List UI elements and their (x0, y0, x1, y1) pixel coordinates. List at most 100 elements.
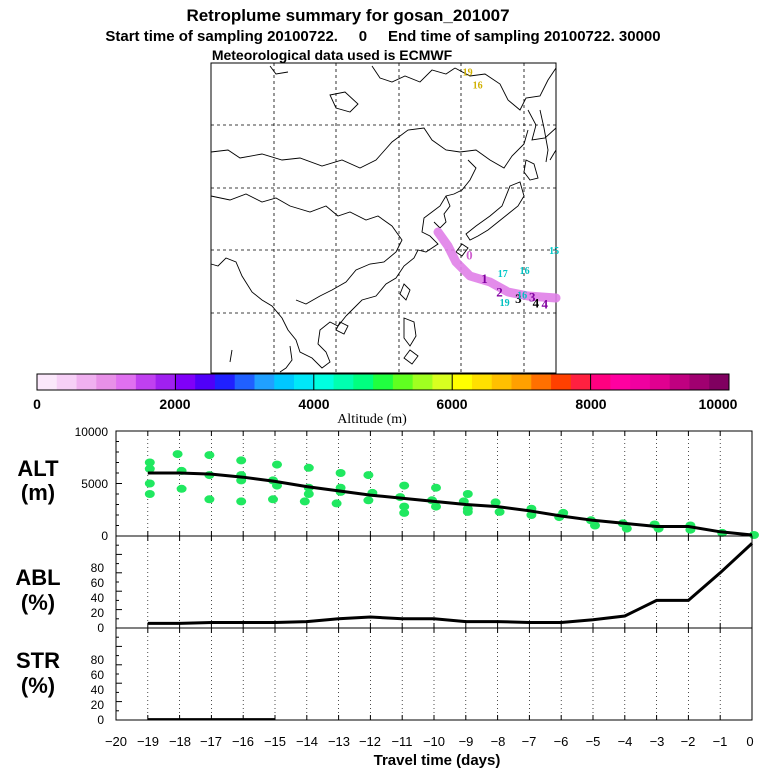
alt-scatter-point (431, 502, 441, 511)
abl-line (147, 542, 754, 625)
map-frame (210, 62, 557, 374)
map-day-label: 1 (481, 271, 488, 286)
colorbar-cell (511, 374, 532, 390)
x-tick-label: −14 (296, 734, 318, 749)
alt-scatter-point (299, 497, 310, 506)
str-y-tick-label: 0 (97, 713, 104, 727)
map-day-label: 19 (500, 298, 510, 309)
x-tick-label: −6 (554, 734, 569, 749)
x-axis-label: Travel time (days) (374, 752, 501, 768)
map-day-label: 16 (520, 266, 530, 277)
abl-y-tick-label: 60 (91, 576, 105, 590)
x-tick-label: −17 (200, 734, 222, 749)
str-panel-unit: (%) (21, 673, 55, 698)
x-tick-label: −10 (423, 734, 445, 749)
alt-scatter-point (335, 469, 346, 477)
x-tick-label: −12 (359, 734, 381, 749)
alt-scatter-point (236, 497, 247, 506)
abl-y-tick-label: 0 (97, 621, 104, 635)
alt-scatter-point (399, 508, 410, 517)
alt-mean-line (147, 471, 753, 537)
alt-scatter-point (272, 460, 282, 469)
alt-scatter-point (462, 490, 473, 498)
colorbar-cell (116, 374, 137, 390)
alt-scatter-point (144, 479, 155, 488)
abl-y-tick-label: 80 (91, 561, 105, 575)
colorbar-cell (491, 374, 512, 390)
colorbar-cell (669, 374, 690, 390)
colorbar-cell (195, 374, 216, 390)
alt-panel-title: ALT (17, 456, 59, 481)
alt-scatter-point (490, 498, 501, 507)
plume-track (433, 227, 561, 303)
x-tick-label: −15 (264, 734, 286, 749)
colorbar-cell (274, 374, 295, 390)
abl-y-tick-label: 40 (91, 591, 105, 605)
x-tick-label: −19 (137, 734, 159, 749)
colorbar-cell (531, 374, 552, 390)
x-tick-label: −4 (618, 734, 633, 749)
x-tick-label: −16 (232, 734, 254, 749)
x-tick-label: −9 (459, 734, 474, 749)
colorbar-cell (76, 374, 97, 390)
colorbar-cell (214, 374, 236, 390)
map-day-label: 17 (498, 269, 508, 280)
map-day-label: 4 (533, 295, 540, 310)
map-day-label: 2 (496, 285, 503, 300)
met-data-line: Meteorological data used is ECMWF (212, 47, 453, 63)
colorbar-cell (590, 374, 611, 390)
alt-scatter-point (399, 481, 410, 490)
map-day-label: 0 (466, 248, 473, 263)
colorbar-cell (471, 374, 493, 390)
x-tick-label: −11 (391, 734, 412, 749)
x-tick-label: −18 (169, 734, 191, 749)
sampling-time-line: Start time of sampling 20100722. 0 End t… (105, 28, 660, 45)
colorbar-ticks (174, 374, 592, 390)
colorbar-cell (373, 374, 394, 390)
alt-scatter-point (144, 490, 155, 498)
x-tick-label: −3 (650, 734, 665, 749)
altitude-colorbar: 0 2000 4000 6000 8000 10000 Altitude (m) (33, 373, 738, 427)
colorbar-tick-label: 2000 (159, 396, 190, 412)
colorbar-cell (610, 374, 631, 390)
colorbar-axis-label: Altitude (m) (337, 412, 407, 427)
alt-scatter-point (176, 484, 187, 493)
abl-panel-title: ABL (15, 565, 60, 590)
colorbar-cell (412, 374, 433, 390)
alt-scatter-point (303, 490, 314, 498)
colorbar-cell (56, 374, 77, 390)
str-y-tick-label: 60 (91, 668, 105, 682)
alt-scatter-point (236, 456, 247, 465)
alt-scatter-point (204, 495, 215, 504)
colorbar-cell (96, 374, 117, 390)
colorbar-cell (37, 374, 58, 390)
colorbar-cell (570, 374, 591, 390)
alt-scatter-point (462, 504, 473, 513)
x-tick-label: −5 (586, 734, 601, 749)
map-day-label: 19 (463, 67, 473, 78)
colorbar-cell (432, 374, 453, 390)
abl-y-tick-label: 20 (91, 606, 105, 620)
colorbar-cell (333, 374, 354, 390)
alt-scatter-point (494, 507, 505, 516)
alt-scatter-point (144, 458, 155, 467)
map-day-label: 16 (517, 291, 527, 302)
alt-panel-unit: (m) (21, 480, 55, 505)
alt-scatter-point (399, 502, 410, 511)
colorbar-cell (234, 374, 255, 390)
abl-y-tick-labels: 0 20 40 60 80 (91, 561, 105, 635)
colorbar-tick-label: 6000 (436, 396, 467, 412)
str-y-tick-labels: 0 20 40 60 80 (91, 653, 105, 727)
colorbar-cell (630, 374, 651, 390)
str-panel-title: STR (16, 648, 60, 673)
colorbar-cell (313, 374, 334, 390)
x-tick-label: −1 (713, 734, 728, 749)
map-coastlines (210, 65, 557, 373)
alt-scatter-point (303, 463, 314, 472)
map-day-label: 15 (549, 246, 559, 257)
figure-title: Retroplume summary for gosan_201007 (186, 6, 509, 25)
alt-y-tick-label: 0 (101, 529, 108, 543)
